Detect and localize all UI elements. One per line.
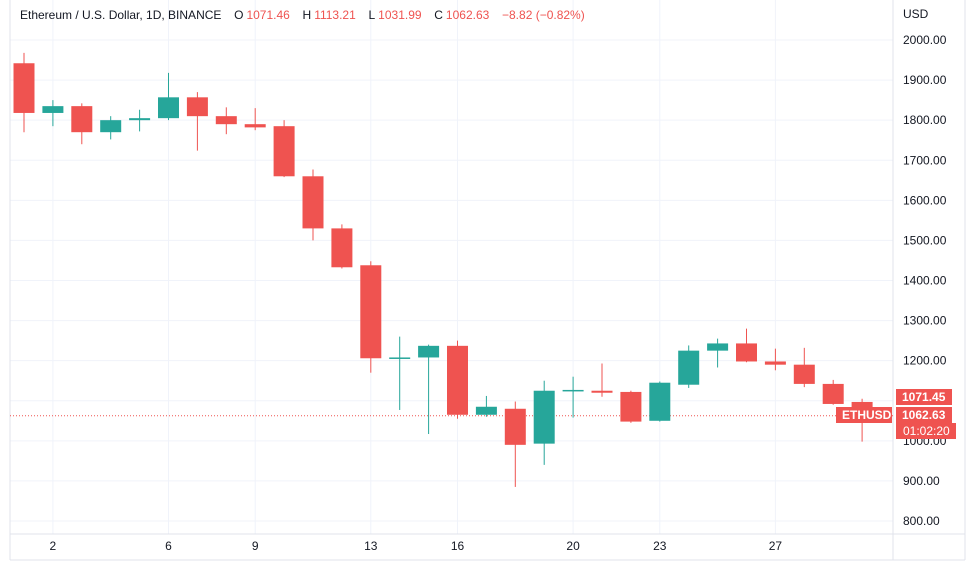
currency-label: USD (903, 7, 929, 21)
open-price-tag-bg (896, 389, 952, 405)
y-tick-label: 1200.00 (903, 354, 947, 368)
x-tick-label: 20 (566, 539, 580, 553)
y-tick-label: 800.00 (903, 514, 940, 528)
close-label: C (434, 8, 443, 22)
y-tick-label: 1300.00 (903, 314, 947, 328)
open-label: O (234, 8, 244, 22)
chart-legend: Ethereum / U.S. Dollar, 1D, BINANCE O 107… (20, 8, 588, 22)
candle-body (822, 383, 844, 404)
candle-body (447, 345, 468, 415)
open-value: 1071.46 (246, 8, 290, 22)
candle-body (302, 176, 324, 229)
close-value: 1062.63 (445, 8, 490, 22)
candle-body (649, 382, 671, 421)
y-tick-label: 1500.00 (903, 233, 947, 247)
candle-body (591, 390, 613, 393)
candle-body (42, 106, 64, 113)
last-price-tag: 1062.63 (902, 408, 946, 422)
timer-tag: 01:02:20 (903, 424, 950, 438)
x-tick-label: 27 (769, 539, 783, 553)
y-tick-label: 1600.00 (903, 193, 947, 207)
x-tick-label: 16 (451, 539, 465, 553)
high-value: 1113.21 (314, 8, 356, 22)
y-tick-label: 1800.00 (903, 113, 947, 127)
candle-body (707, 343, 729, 351)
high-label: H (302, 8, 312, 22)
candle-body (360, 265, 382, 359)
y-tick-label: 1900.00 (903, 73, 947, 87)
last-price-tag-bg (896, 407, 952, 423)
y-tick-label: 2000.00 (903, 33, 947, 47)
y-tick-label: 900.00 (903, 474, 940, 488)
candle-body (533, 390, 555, 444)
x-tick-label: 2 (50, 539, 57, 553)
candle-body (562, 389, 584, 392)
symbol-title: Ethereum / U.S. Dollar, 1D, BINANCE (20, 8, 222, 22)
candle-body (678, 350, 700, 385)
candle-body (793, 364, 815, 384)
candle-body (244, 124, 266, 128)
y-tick-label: 1400.00 (903, 274, 947, 288)
low-value: 1031.99 (378, 8, 422, 22)
x-tick-label: 23 (653, 539, 667, 553)
x-tick-label: 6 (165, 539, 172, 553)
change-value: −8.82 (−0.82%) (502, 8, 585, 22)
candle-body (736, 343, 757, 362)
y-tick-label: 1700.00 (903, 153, 947, 167)
candle-body (273, 126, 295, 177)
candle-body (186, 97, 208, 117)
candle-body (215, 116, 237, 125)
candle-body (764, 361, 786, 365)
candle-body (418, 345, 440, 358)
candle-body (331, 228, 353, 268)
candle-body (129, 118, 151, 121)
timer-tag-bg (896, 423, 956, 439)
candle-body (158, 97, 179, 119)
candle-body (620, 391, 642, 422)
candle-body (71, 106, 93, 133)
x-tick-label: 13 (364, 539, 378, 553)
candle-body (13, 63, 35, 113)
candle-body (504, 408, 526, 445)
low-label: L (368, 8, 376, 22)
symbol-tag-bg (836, 407, 892, 423)
symbol-tag: ETHUSD (842, 408, 892, 422)
candle-body (100, 120, 122, 133)
x-tick-label: 9 (252, 539, 259, 553)
candle-body (389, 357, 411, 359)
candle-body (475, 406, 497, 415)
open-price-tag: 1071.45 (902, 390, 946, 404)
